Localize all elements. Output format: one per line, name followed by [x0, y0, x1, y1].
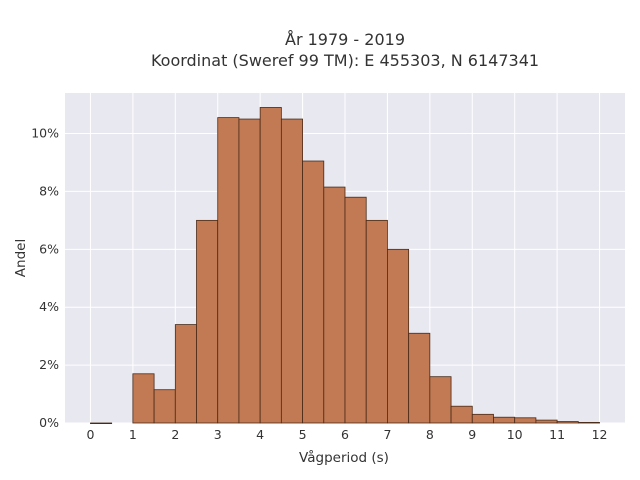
histogram-bar: [556, 421, 579, 424]
x-tick-label: 4: [256, 427, 264, 442]
chart-title: År 1979 - 2019: [285, 30, 405, 49]
x-tick-label: 9: [468, 427, 476, 442]
x-tick-label: 5: [299, 427, 307, 442]
y-tick-label: 8%: [39, 183, 59, 198]
x-tick-label: 3: [214, 427, 222, 442]
x-tick-labels: 0 1 2 3 4 5 6 7 8 9 10 11 12: [86, 427, 607, 442]
x-tick-label: 7: [383, 427, 391, 442]
histogram-bar: [302, 160, 325, 424]
histogram-bar: [577, 422, 600, 424]
x-tick-label: 6: [341, 427, 349, 442]
y-tick-label: 2%: [39, 357, 59, 372]
histogram-bar: [238, 118, 261, 424]
y-tick-labels: 0% 2% 4% 6% 8% 10%: [31, 126, 59, 430]
histogram-bar: [217, 117, 240, 424]
histogram-bar: [514, 417, 537, 424]
histogram-bar: [493, 416, 516, 424]
histogram-bar: [153, 389, 176, 424]
y-tick-label: 10%: [31, 126, 59, 141]
x-tick-label: 8: [426, 427, 434, 442]
histogram-bar: [344, 196, 367, 424]
histogram-bar: [387, 248, 410, 424]
y-tick-label: 4%: [39, 299, 59, 314]
histogram-bar: [408, 332, 431, 424]
histogram-bar: [132, 373, 155, 424]
y-tick-label: 0%: [39, 415, 59, 430]
x-axis-label: Vågperiod (s): [299, 449, 389, 466]
x-tick-label: 10: [507, 427, 523, 442]
histogram-bar: [90, 422, 113, 425]
histogram-bar: [471, 413, 494, 424]
histogram-bar: [429, 376, 452, 424]
histogram-bar: [535, 419, 558, 424]
x-tick-label: 2: [171, 427, 179, 442]
histogram-bar: [280, 118, 303, 424]
x-tick-label: 11: [549, 427, 565, 442]
histogram-bar: [259, 107, 282, 424]
histogram-bar: [323, 186, 346, 424]
histogram-bar: [365, 219, 388, 424]
bars: [90, 107, 600, 425]
histogram-bar: [450, 405, 473, 424]
x-tick-label: 12: [592, 427, 608, 442]
histogram-bar: [196, 219, 219, 424]
y-tick-label: 6%: [39, 241, 59, 256]
y-axis-label: Andel: [13, 239, 29, 277]
x-tick-label: 0: [86, 427, 94, 442]
x-tick-label: 1: [129, 427, 137, 442]
histogram-bar: [174, 324, 197, 424]
chart-subtitle: Koordinat (Sweref 99 TM): E 455303, N 61…: [151, 51, 539, 70]
